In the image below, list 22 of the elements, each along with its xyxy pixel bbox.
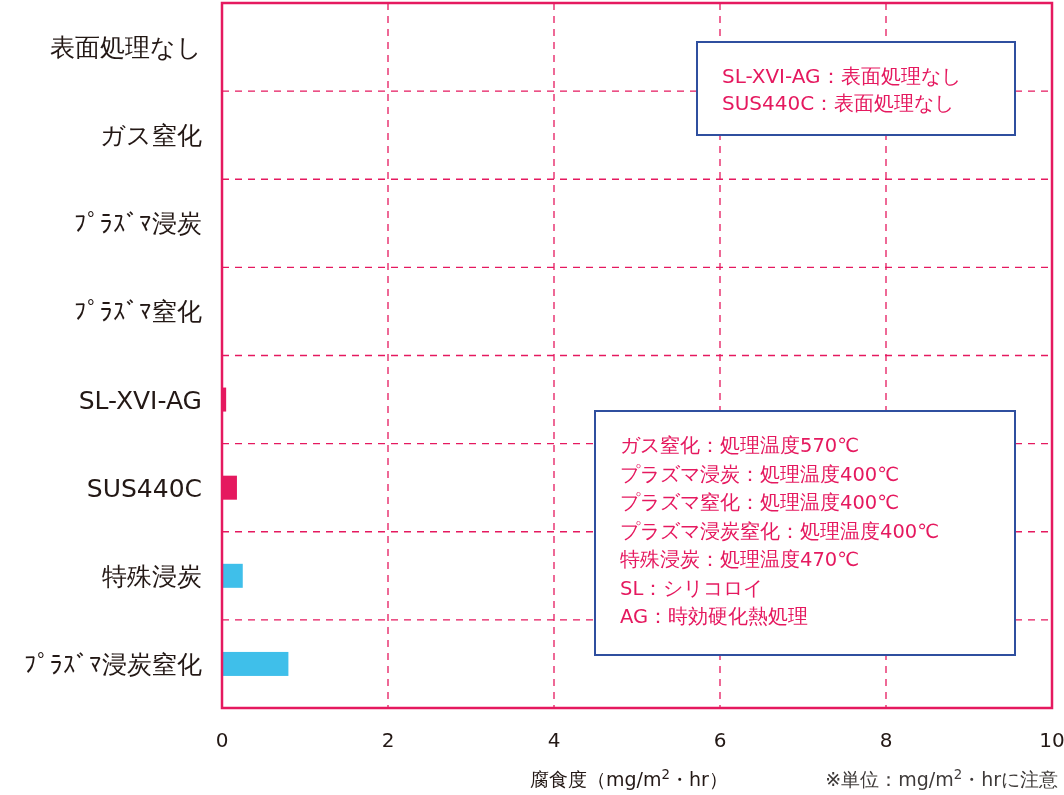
bar <box>222 651 289 676</box>
note-box: ガス窒化：処理温度570℃ プラズマ浸炭：処理温度400℃ プラズマ窒化：処理温度400℃ プラズマ浸炭窒化：処理温度400℃ 特殊浸炭：処理温度470℃ SL：シリコロイ AG：時効硬化熱処理 <box>594 410 1016 656</box>
x-tick-label: 4 <box>547 728 561 752</box>
y-tick-label: ガス窒化 <box>100 121 202 151</box>
x-tick-label: 2 <box>381 728 395 752</box>
y-tick-label: SL-XVI-AG <box>78 385 202 415</box>
y-tick-label: 表面処理なし <box>50 33 202 63</box>
y-tick-label: ﾌﾟﾗｽﾞﾏ浸炭 <box>74 209 202 239</box>
y-tick-label: ﾌﾟﾗｽﾞﾏ窒化 <box>74 297 202 327</box>
y-tick-label: ﾌﾟﾗｽﾞﾏ浸炭窒化 <box>24 649 202 679</box>
x-axis-title: 腐食度（mg/m$^{2}$・hr） <box>530 766 728 790</box>
x-tick-label: 0 <box>215 728 229 752</box>
annotation: SL-XVI-AG：表面処理なし SUS440C：表面処理なし <box>722 64 961 115</box>
bar <box>222 563 243 588</box>
y-tick-label: SUS440C <box>86 473 202 503</box>
note-box: SL-XVI-AG：表面処理なし SUS440C：表面処理なし <box>696 41 1016 136</box>
x-tick-label: 6 <box>713 728 727 752</box>
x-tick-label: 8 <box>879 728 893 752</box>
y-tick-label: 特殊浸炭 <box>102 561 202 591</box>
annotation: ガス窒化：処理温度570℃ プラズマ浸炭：処理温度400℃ プラズマ窒化：処理温度400℃ プラズマ浸炭窒化：処理温度400℃ 特殊浸炭：処理温度470℃ SL：シリコロイ AG：時効硬化熱処理 <box>620 434 940 628</box>
text: ※単位：mg/m$^{2}$・hrに注意 <box>825 766 1058 790</box>
x-tick-label: 10 <box>1039 728 1064 752</box>
